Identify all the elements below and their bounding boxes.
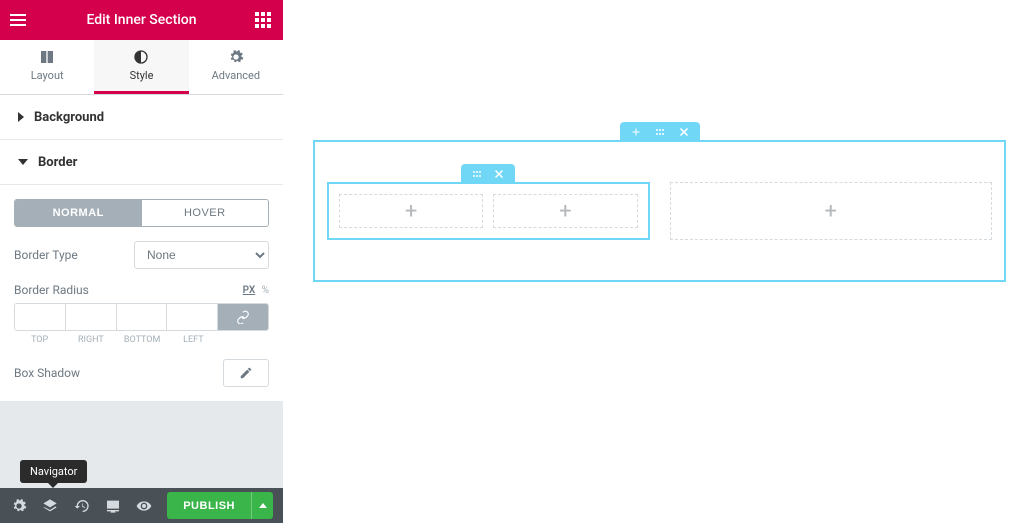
radius-bottom-input[interactable] — [117, 304, 168, 330]
radius-right-input[interactable] — [66, 304, 117, 330]
layers-icon — [42, 498, 58, 514]
border-radius-label: Border Radius — [14, 283, 89, 297]
sidebar-header: Edit Inner Section — [0, 0, 283, 40]
radius-top-input[interactable] — [15, 304, 66, 330]
state-segmented-control: NORMAL HOVER — [14, 199, 269, 227]
navigator-button[interactable] — [41, 497, 58, 515]
gear-icon — [228, 49, 244, 65]
caption-right: RIGHT — [65, 335, 116, 345]
history-icon — [74, 498, 90, 514]
delete-section-button[interactable] — [678, 126, 690, 138]
section-border-content: NORMAL HOVER Border Type None Border Rad… — [0, 185, 283, 401]
desktop-icon — [105, 498, 121, 514]
sidebar-body: Background Border NORMAL HOVER Border Ty… — [0, 95, 283, 488]
border-type-select[interactable]: None — [134, 241, 269, 269]
publish-group: PUBLISH — [167, 492, 273, 519]
close-icon — [678, 126, 690, 138]
outer-section[interactable]: + + + — [313, 140, 1006, 282]
tab-advanced[interactable]: Advanced — [189, 40, 283, 94]
caption-left: LEFT — [168, 335, 219, 345]
empty-column[interactable]: + — [670, 182, 993, 240]
tab-label: Style — [130, 69, 154, 82]
radius-left-input[interactable] — [167, 304, 218, 330]
border-radius-header: Border Radius PX % — [14, 283, 269, 297]
inner-column-2[interactable]: + — [493, 194, 637, 228]
style-icon — [133, 49, 149, 65]
section-background[interactable]: Background — [0, 95, 283, 140]
tab-style[interactable]: Style — [94, 40, 188, 94]
segment-normal[interactable]: NORMAL — [15, 200, 142, 226]
inner-column-1[interactable]: + — [339, 194, 483, 228]
outer-column-left[interactable]: + + — [327, 182, 650, 240]
menu-icon[interactable] — [10, 14, 30, 26]
box-shadow-edit-button[interactable] — [223, 359, 269, 387]
caret-right-icon — [18, 112, 24, 122]
segment-hover[interactable]: HOVER — [142, 200, 269, 226]
unit-px[interactable]: PX — [243, 285, 256, 296]
outer-column-right[interactable]: + — [670, 182, 993, 240]
radius-captions: TOP RIGHT BOTTOM LEFT — [14, 335, 269, 345]
caret-up-icon — [259, 503, 267, 508]
publish-button[interactable]: PUBLISH — [167, 492, 251, 519]
editor-canvas[interactable]: + + + — [283, 0, 1026, 523]
panel-tabs: Layout Style Advanced — [0, 40, 283, 95]
publish-options-button[interactable] — [251, 492, 273, 519]
preview-button[interactable] — [136, 497, 153, 515]
grip-icon — [654, 126, 666, 138]
link-values-button[interactable] — [218, 304, 268, 330]
sidebar-footer: PUBLISH — [0, 488, 283, 523]
add-section-button[interactable] — [630, 126, 642, 138]
layout-icon — [39, 49, 55, 65]
panel-title: Edit Inner Section — [30, 12, 253, 28]
tab-label: Advanced — [212, 69, 260, 82]
unit-switcher[interactable]: PX % — [243, 285, 269, 296]
grip-icon — [471, 168, 483, 180]
box-shadow-control: Box Shadow — [14, 359, 269, 387]
inner-section[interactable]: + + — [327, 182, 650, 240]
link-icon — [236, 310, 250, 324]
caret-down-icon — [18, 159, 28, 165]
delete-inner-button[interactable] — [493, 168, 505, 180]
tab-label: Layout — [31, 69, 64, 82]
border-type-control: Border Type None — [14, 241, 269, 269]
editor-sidebar: Edit Inner Section Layout Style Advanced… — [0, 0, 283, 523]
drag-section-button[interactable] — [654, 126, 666, 138]
pencil-icon — [239, 366, 253, 380]
outer-section-handle — [620, 122, 700, 142]
caption-top: TOP — [14, 335, 65, 345]
gear-icon — [11, 498, 27, 514]
eye-icon — [136, 498, 152, 514]
navigator-tooltip: Navigator — [20, 460, 87, 483]
inner-section-handle — [461, 164, 515, 184]
plus-icon — [630, 126, 642, 138]
caption-bottom: BOTTOM — [117, 335, 168, 345]
plus-icon: + — [405, 199, 417, 224]
apps-grid-icon[interactable] — [253, 12, 273, 28]
drag-inner-button[interactable] — [471, 168, 483, 180]
close-icon — [493, 168, 505, 180]
section-label: Background — [34, 110, 104, 125]
history-button[interactable] — [73, 497, 90, 515]
plus-icon: + — [825, 199, 837, 224]
tab-layout[interactable]: Layout — [0, 40, 94, 94]
section-label: Border — [38, 155, 77, 170]
box-shadow-label: Box Shadow — [14, 366, 80, 380]
unit-percent[interactable]: % — [262, 285, 269, 296]
responsive-button[interactable] — [104, 497, 121, 515]
border-type-label: Border Type — [14, 248, 78, 262]
border-radius-inputs — [14, 303, 269, 331]
settings-button[interactable] — [10, 497, 27, 515]
section-border[interactable]: Border — [0, 140, 283, 185]
plus-icon: + — [559, 199, 571, 224]
